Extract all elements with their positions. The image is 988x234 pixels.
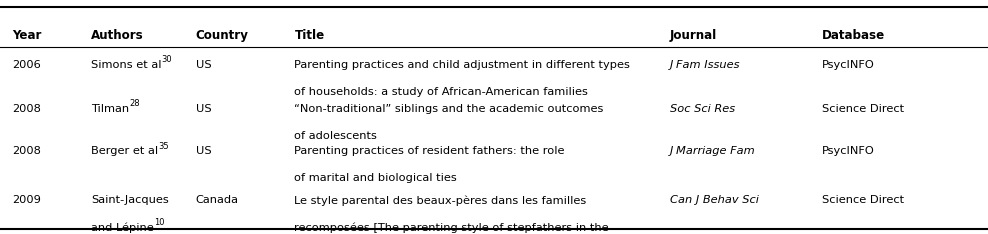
Text: 30: 30 — [161, 55, 172, 64]
Text: of households: a study of African-American families: of households: a study of African-Americ… — [294, 87, 588, 97]
Text: Can J Behav Sci: Can J Behav Sci — [670, 195, 759, 205]
Text: Parenting practices and child adjustment in different types: Parenting practices and child adjustment… — [294, 60, 630, 70]
Text: Science Direct: Science Direct — [822, 104, 904, 114]
Text: 10: 10 — [154, 218, 164, 227]
Text: J Marriage Fam: J Marriage Fam — [670, 146, 756, 156]
Text: J Fam Issues: J Fam Issues — [670, 60, 740, 70]
Text: 2009: 2009 — [12, 195, 41, 205]
Text: Title: Title — [294, 29, 325, 42]
Text: Journal: Journal — [670, 29, 717, 42]
Text: of marital and biological ties: of marital and biological ties — [294, 173, 457, 183]
Text: Canada: Canada — [196, 195, 239, 205]
Text: Le style parental des beaux-pères dans les familles: Le style parental des beaux-pères dans l… — [294, 195, 587, 206]
Text: Simons et al: Simons et al — [91, 60, 161, 70]
Text: US: US — [196, 104, 211, 114]
Text: 2008: 2008 — [12, 104, 41, 114]
Text: Soc Sci Res: Soc Sci Res — [670, 104, 735, 114]
Text: Country: Country — [196, 29, 249, 42]
Text: Science Direct: Science Direct — [822, 195, 904, 205]
Text: and Lépine: and Lépine — [91, 222, 154, 233]
Text: 2006: 2006 — [12, 60, 41, 70]
Text: “Non-traditional” siblings and the academic outcomes: “Non-traditional” siblings and the acade… — [294, 104, 604, 114]
Text: Database: Database — [822, 29, 885, 42]
Text: PsycINFO: PsycINFO — [822, 60, 874, 70]
Text: Authors: Authors — [91, 29, 143, 42]
Text: US: US — [196, 60, 211, 70]
Text: of adolescents: of adolescents — [294, 131, 377, 141]
Text: Tilman: Tilman — [91, 104, 129, 114]
Text: US: US — [196, 146, 211, 156]
Text: Year: Year — [12, 29, 41, 42]
Text: Parenting practices of resident fathers: the role: Parenting practices of resident fathers:… — [294, 146, 565, 156]
Text: Berger et al: Berger et al — [91, 146, 158, 156]
Text: recomposées [The parenting style of stepfathers in the: recomposées [The parenting style of step… — [294, 222, 609, 233]
Text: 28: 28 — [129, 99, 139, 108]
Text: 35: 35 — [158, 142, 169, 150]
Text: Saint-Jacques: Saint-Jacques — [91, 195, 169, 205]
Text: PsycINFO: PsycINFO — [822, 146, 874, 156]
Text: 2008: 2008 — [12, 146, 41, 156]
